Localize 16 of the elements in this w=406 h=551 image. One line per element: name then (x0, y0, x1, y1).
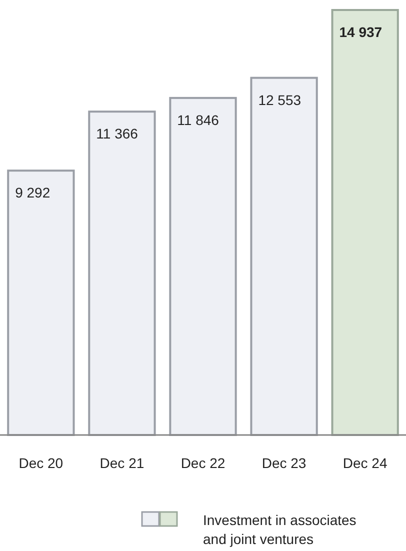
x-tick-label: Dec 22 (180, 455, 226, 471)
x-tick-label: Dec 21 (100, 455, 144, 471)
bar (331, 9, 399, 436)
x-tick-label: Dec 24 (342, 455, 388, 471)
bar (250, 76, 318, 436)
bar (88, 110, 156, 436)
data-label: 11 846 (177, 112, 220, 128)
x-tick-label: Dec 20 (18, 455, 64, 471)
legend-label: Investment in associates and joint ventures (203, 512, 356, 547)
data-label: 14 937 (339, 24, 382, 40)
data-label: 12 553 (258, 92, 302, 108)
x-tick-label: Dec 23 (262, 455, 306, 471)
data-label: 11 366 (96, 126, 138, 142)
bar (169, 96, 237, 436)
bar (7, 170, 75, 436)
data-label: 9 292 (15, 184, 50, 201)
